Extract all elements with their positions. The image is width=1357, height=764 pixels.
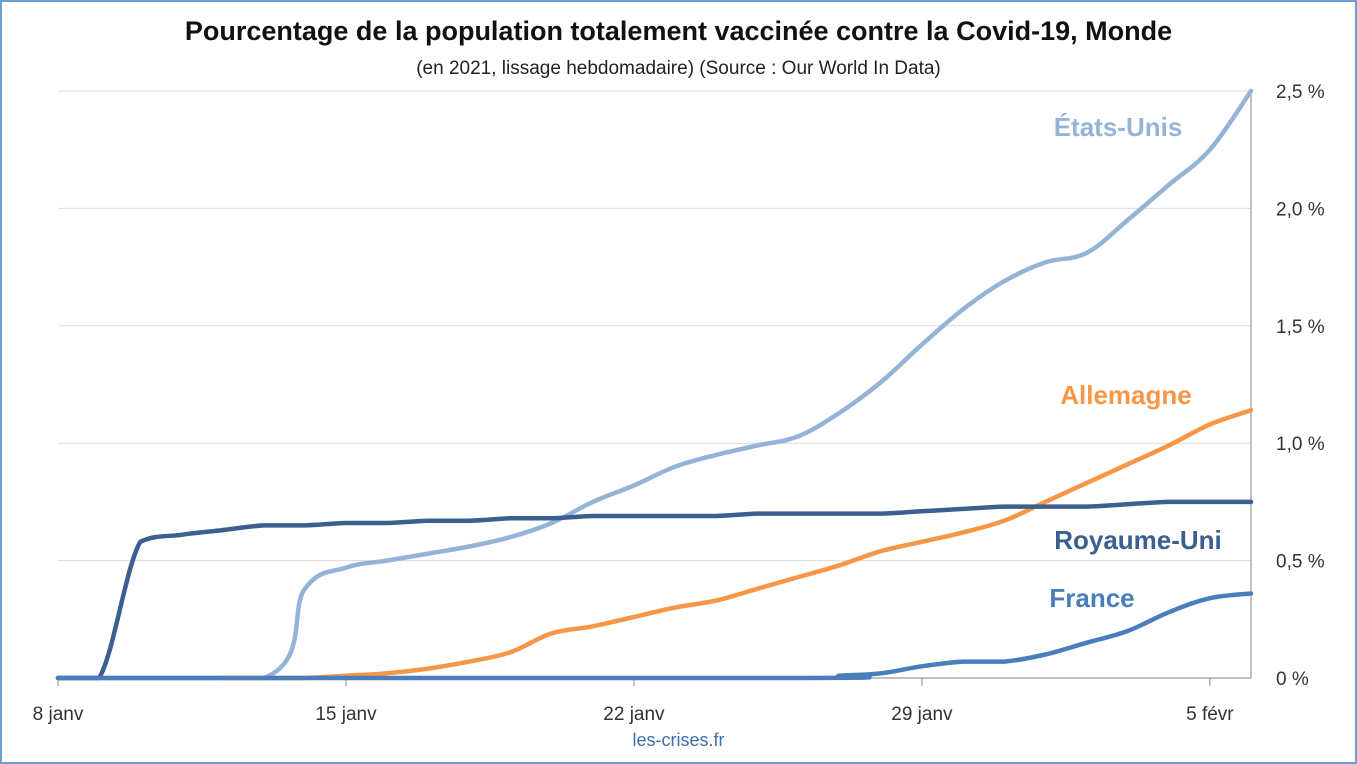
x-tick-label: 15 janv: [315, 704, 377, 725]
x-tick-labels: 8 janv 15 janv 22 janv 29 janv 5 févr: [33, 704, 1235, 725]
x-tick-label: 29 janv: [891, 704, 953, 725]
series-line-etats-unis: [55, 88, 1254, 681]
series-line-royaume-uni: [55, 499, 1254, 681]
x-tick-label: 5 févr: [1186, 704, 1234, 725]
y-tick-label: 0,5 %: [1276, 552, 1325, 573]
series-labels: États-Unis Allemagne Royaume-Uni France: [1049, 112, 1221, 613]
y-tick-label: 0 %: [1276, 669, 1309, 690]
y-tick-label: 1,5 %: [1276, 317, 1325, 338]
chart-subtitle: (en 2021, lissage hebdomadaire) (Source …: [416, 58, 941, 79]
series-line-france: [55, 591, 1254, 681]
y-tick-labels: 0 % 0,5 % 1,0 % 1,5 % 2,0 % 2,5 %: [1276, 82, 1325, 690]
y-tick-label: 2,5 %: [1276, 82, 1325, 103]
x-tick-label: 8 janv: [33, 704, 84, 725]
y-tick-label: 2,0 %: [1276, 199, 1325, 220]
y-tick-label: 1,0 %: [1276, 434, 1325, 455]
series-label-royaume-uni: Royaume-Uni: [1054, 525, 1222, 555]
x-tick-label: 22 janv: [603, 704, 665, 725]
chart-title: Pourcentage de la population totalement …: [184, 16, 1173, 46]
series-label-allemagne: Allemagne: [1060, 380, 1192, 410]
series-label-france: France: [1049, 583, 1134, 613]
series-lines: [55, 88, 1254, 681]
series-line-allemagne: [220, 408, 1254, 681]
source-footer: les-crises.fr: [632, 730, 725, 750]
grid-lines: [58, 90, 1251, 562]
series-label-etats-unis: États-Unis: [1054, 112, 1183, 142]
